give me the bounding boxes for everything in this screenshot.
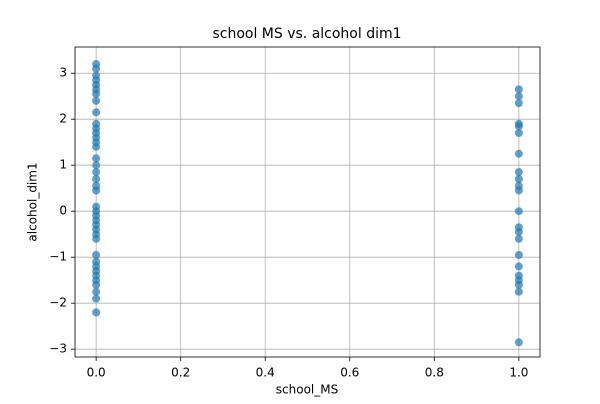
- point: [92, 294, 101, 303]
- x-tick-label: 0.2: [171, 366, 190, 380]
- point: [92, 96, 101, 105]
- point: [514, 207, 523, 216]
- x-tick-label: 0.0: [87, 366, 106, 380]
- y-tick-label: −2: [49, 296, 67, 310]
- point: [514, 287, 523, 296]
- chart-title: school MS vs. alcohol dim1: [212, 26, 401, 42]
- point: [514, 250, 523, 259]
- point: [514, 129, 523, 138]
- point: [92, 161, 101, 170]
- point: [514, 99, 523, 108]
- point: [92, 280, 101, 289]
- point: [92, 175, 101, 184]
- y-tick-label: 3: [59, 66, 67, 80]
- point: [514, 338, 523, 347]
- point: [514, 85, 523, 94]
- point: [514, 280, 523, 289]
- grid: [75, 47, 540, 357]
- point: [92, 154, 101, 163]
- point: [92, 308, 101, 317]
- x-axis-label: school_MS: [276, 383, 338, 397]
- y-tick-label: 0: [59, 204, 67, 218]
- x-tick-label: 0.8: [425, 366, 444, 380]
- point: [514, 227, 523, 236]
- point: [92, 287, 101, 296]
- point: [92, 142, 101, 151]
- point: [514, 175, 523, 184]
- y-tick-label: 1: [59, 158, 67, 172]
- points: [92, 60, 523, 347]
- point: [514, 234, 523, 243]
- point: [514, 168, 523, 177]
- x-tick-label: 0.6: [340, 366, 359, 380]
- point: [92, 168, 101, 177]
- point: [92, 89, 101, 98]
- x-tick-label: 1.0: [509, 366, 528, 380]
- y-axis-label: alcohol_dim1: [26, 162, 40, 241]
- point: [92, 108, 101, 117]
- point: [514, 262, 523, 271]
- point: [92, 64, 101, 73]
- point: [514, 92, 523, 101]
- point: [92, 250, 101, 259]
- y-tick-label: 2: [59, 112, 67, 126]
- y-tick-label: −1: [49, 250, 67, 264]
- axes-frame: [74, 46, 541, 358]
- x-tick-label: 0.4: [256, 366, 275, 380]
- point: [514, 149, 523, 158]
- point: [514, 122, 523, 131]
- point: [92, 234, 101, 243]
- point: [514, 186, 523, 195]
- point: [92, 186, 101, 195]
- y-tick-label: −3: [49, 342, 67, 356]
